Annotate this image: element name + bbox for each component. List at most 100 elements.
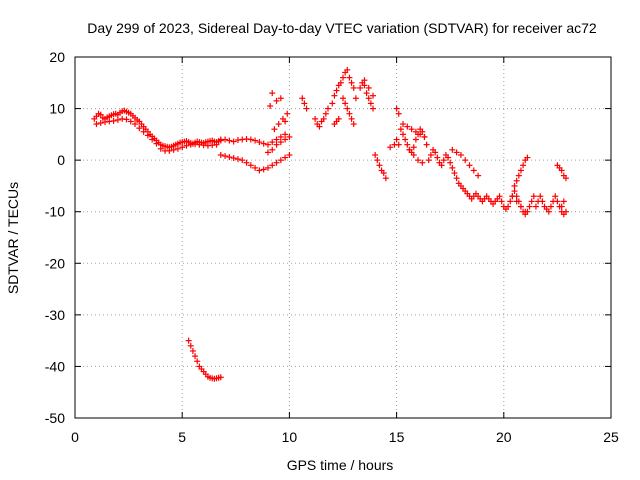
data-point bbox=[303, 105, 310, 112]
x-tick-label: 10 bbox=[282, 429, 298, 445]
y-tick-label: 10 bbox=[49, 101, 65, 117]
data-point bbox=[412, 136, 419, 143]
data-point bbox=[505, 203, 512, 210]
data-point bbox=[475, 172, 482, 179]
data-point bbox=[144, 132, 151, 139]
data-point bbox=[397, 126, 404, 133]
data-point bbox=[185, 337, 192, 344]
data-point bbox=[374, 157, 381, 164]
data-point bbox=[348, 79, 355, 86]
y-tick-label: 20 bbox=[49, 49, 65, 65]
x-axis-label: GPS time / hours bbox=[287, 457, 394, 473]
data-point bbox=[282, 154, 289, 161]
data-point bbox=[404, 123, 411, 130]
data-point bbox=[447, 159, 454, 166]
data-point bbox=[511, 188, 518, 195]
data-point bbox=[419, 159, 426, 166]
y-tick-label: -50 bbox=[45, 410, 65, 426]
data-point bbox=[282, 118, 289, 125]
data-point bbox=[453, 175, 460, 182]
data-point bbox=[438, 162, 445, 169]
data-point bbox=[127, 118, 134, 125]
data-point bbox=[269, 146, 276, 153]
data-point bbox=[449, 164, 456, 171]
data-point bbox=[183, 142, 190, 149]
chart-title: Day 299 of 2023, Sidereal Day-to-day VTE… bbox=[87, 20, 597, 36]
data-point bbox=[264, 149, 271, 156]
data-point bbox=[277, 139, 284, 146]
data-point bbox=[189, 347, 196, 354]
data-point bbox=[140, 128, 147, 135]
data-point bbox=[404, 141, 411, 148]
data-point bbox=[213, 141, 220, 148]
data-point bbox=[462, 157, 469, 164]
data-point bbox=[520, 162, 527, 169]
data-point bbox=[348, 115, 355, 122]
data-point bbox=[513, 177, 520, 184]
data-point bbox=[410, 144, 417, 151]
data-point bbox=[275, 121, 282, 128]
axis-ticks bbox=[74, 56, 612, 419]
y-tick-label: 0 bbox=[57, 152, 65, 168]
data-point bbox=[408, 126, 415, 133]
data-point bbox=[470, 167, 477, 174]
data-point bbox=[498, 198, 505, 205]
data-point bbox=[226, 154, 233, 161]
data-point bbox=[273, 159, 280, 166]
data-point bbox=[530, 193, 537, 200]
data-point bbox=[372, 151, 379, 158]
data-point bbox=[513, 198, 520, 205]
data-point bbox=[367, 100, 374, 107]
data-point bbox=[406, 146, 413, 153]
data-point bbox=[423, 141, 430, 148]
data-point bbox=[410, 151, 417, 158]
data-point bbox=[466, 162, 473, 169]
y-tick-label: -10 bbox=[45, 204, 65, 220]
data-point bbox=[509, 193, 516, 200]
data-point bbox=[264, 141, 271, 148]
data-point bbox=[264, 164, 271, 171]
y-tick-label: -30 bbox=[45, 307, 65, 323]
data-point bbox=[174, 145, 181, 152]
data-point bbox=[346, 74, 353, 81]
data-point bbox=[267, 102, 274, 109]
data-point bbox=[346, 110, 353, 117]
data-point bbox=[528, 198, 535, 205]
data-point bbox=[136, 125, 143, 132]
data-point bbox=[365, 95, 372, 102]
data-point bbox=[440, 157, 447, 164]
data-point bbox=[230, 138, 237, 145]
data-point bbox=[496, 193, 503, 200]
data-point bbox=[282, 131, 289, 138]
data-point bbox=[269, 162, 276, 169]
data-point bbox=[286, 133, 293, 140]
data-point bbox=[357, 84, 364, 91]
data-point bbox=[153, 140, 160, 147]
data-point bbox=[273, 97, 280, 104]
data-point bbox=[322, 110, 329, 117]
data-point bbox=[434, 154, 441, 161]
data-point bbox=[421, 133, 428, 140]
data-point bbox=[269, 139, 276, 146]
data-point bbox=[114, 116, 121, 123]
x-tick-label: 20 bbox=[496, 429, 512, 445]
data-point bbox=[320, 115, 327, 122]
data-point bbox=[350, 84, 357, 91]
data-point bbox=[222, 136, 229, 143]
data-point bbox=[170, 146, 177, 153]
data-point bbox=[537, 193, 544, 200]
data-point bbox=[312, 115, 319, 122]
data-point bbox=[110, 117, 117, 124]
data-point bbox=[393, 136, 400, 143]
data-point bbox=[363, 90, 370, 97]
data-point bbox=[395, 141, 402, 148]
data-point bbox=[539, 198, 546, 205]
data-point bbox=[179, 144, 186, 151]
data-point bbox=[260, 140, 267, 147]
data-point bbox=[340, 95, 346, 102]
data-point bbox=[451, 170, 458, 177]
data-point bbox=[382, 175, 389, 182]
data-point bbox=[558, 167, 565, 174]
data-point bbox=[247, 136, 254, 143]
data-point bbox=[402, 136, 409, 143]
